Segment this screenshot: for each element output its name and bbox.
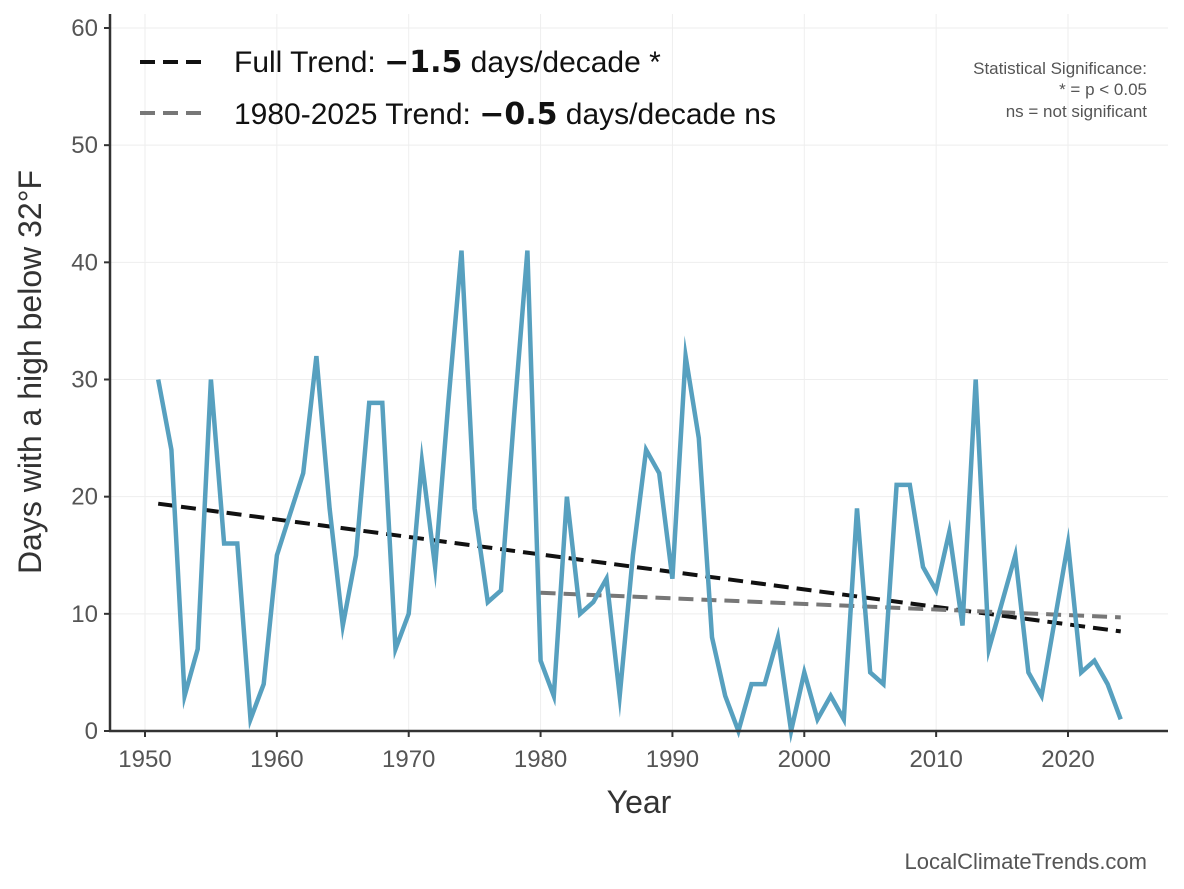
significance-title: Statistical Significance: — [973, 59, 1147, 78]
x-tick-label: 2000 — [778, 746, 831, 773]
x-tick-label: 1970 — [382, 746, 435, 773]
y-tick-label: 20 — [71, 484, 98, 511]
x-tick-label: 1990 — [646, 746, 699, 773]
credit: LocalClimateTrends.com — [905, 849, 1148, 874]
x-axis-label: Year — [607, 784, 672, 820]
full-trend-line — [157, 501, 1122, 634]
y-tick-label: 50 — [71, 132, 98, 159]
legend: Full Trend: −1.5 days/decade * 1980-2025… — [140, 45, 776, 132]
y-tick-label: 0 — [85, 718, 98, 745]
trend-lines — [157, 501, 1122, 634]
x-tick-label: 1950 — [118, 746, 171, 773]
recent-trend-line — [540, 590, 1121, 620]
legend-label-full: Full Trend: −1.5 days/decade * — [234, 45, 661, 80]
significance-ns: ns = not significant — [1006, 102, 1148, 121]
significance-star: * = p < 0.05 — [1059, 80, 1147, 99]
y-tick-label: 40 — [71, 249, 98, 276]
series — [155, 250, 1123, 744]
axes: 0 10 20 30 40 50 60 1950 1960 1970 1980 1990 2000 201… — [71, 14, 1168, 773]
y-tick-label: 10 — [71, 601, 98, 628]
y-tick-label: 30 — [71, 367, 98, 394]
x-tick-label: 2010 — [909, 746, 962, 773]
y-tick-label: 60 — [71, 15, 98, 42]
x-tick-label: 1960 — [250, 746, 303, 773]
x-tick-label: 2020 — [1041, 746, 1094, 773]
x-tick-label: 1980 — [514, 746, 567, 773]
significance-note: Statistical Significance: * = p < 0.05 n… — [973, 59, 1147, 121]
y-axis-label: Days with a high below 32°F — [12, 170, 48, 574]
legend-label-recent: 1980-2025 Trend: −0.5 days/decade ns — [234, 97, 776, 132]
data-line — [155, 250, 1123, 744]
